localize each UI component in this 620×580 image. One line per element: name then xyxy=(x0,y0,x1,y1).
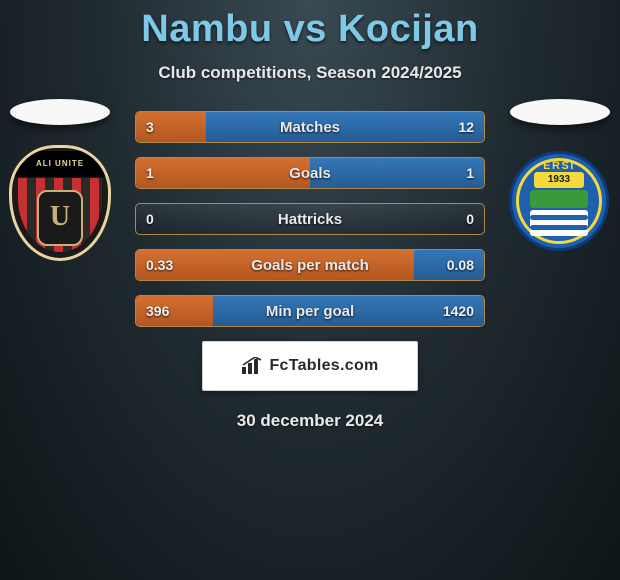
stats-table: 3 Matches 12 1 Goals 1 0 Hattricks 0 0.3… xyxy=(135,111,485,327)
stat-left-value: 1 xyxy=(136,158,164,188)
stat-bar-right xyxy=(206,112,484,142)
stat-row: 0.33 Goals per match 0.08 xyxy=(135,249,485,281)
stat-label: Hattricks xyxy=(278,211,342,228)
stat-left-value: 396 xyxy=(136,296,179,326)
stat-right-value: 1420 xyxy=(433,296,484,326)
brand-text: FcTables.com xyxy=(269,357,378,375)
stat-label: Goals xyxy=(289,165,331,182)
right-club-name-arc: ERSI xyxy=(512,160,606,172)
comparison-area: ALI UNITE U ERSI 1933 3 Matches 12 xyxy=(0,111,620,431)
stat-left-value: 0 xyxy=(136,204,164,234)
right-club-year: 1933 xyxy=(512,174,606,185)
right-team-block: ERSI 1933 xyxy=(500,99,620,261)
stat-row: 3 Matches 12 xyxy=(135,111,485,143)
page-title: Nambu vs Kocijan xyxy=(0,0,620,51)
stat-left-value: 0.33 xyxy=(136,250,183,280)
stat-right-value: 0 xyxy=(456,204,484,234)
page-subtitle: Club competitions, Season 2024/2025 xyxy=(0,63,620,83)
stat-label: Goals per match xyxy=(251,257,369,274)
right-country-flag xyxy=(510,99,610,125)
infographic-date: 30 december 2024 xyxy=(0,411,620,431)
stat-row: 396 Min per goal 1420 xyxy=(135,295,485,327)
left-country-flag xyxy=(10,99,110,125)
stat-row: 1 Goals 1 xyxy=(135,157,485,189)
right-club-logo: ERSI 1933 xyxy=(509,145,611,261)
left-team-block: ALI UNITE U xyxy=(0,99,120,261)
left-club-name-arc: ALI UNITE xyxy=(15,151,105,177)
left-club-monogram: U xyxy=(37,190,83,246)
brand-badge[interactable]: FcTables.com xyxy=(202,341,418,391)
stat-right-value: 12 xyxy=(448,112,484,142)
stat-right-value: 0.08 xyxy=(437,250,484,280)
stat-left-value: 3 xyxy=(136,112,164,142)
stat-row: 0 Hattricks 0 xyxy=(135,203,485,235)
left-club-logo: ALI UNITE U xyxy=(9,145,111,261)
stat-label: Matches xyxy=(280,119,340,136)
chart-icon xyxy=(241,357,263,375)
stat-label: Min per goal xyxy=(266,303,354,320)
stat-right-value: 1 xyxy=(456,158,484,188)
